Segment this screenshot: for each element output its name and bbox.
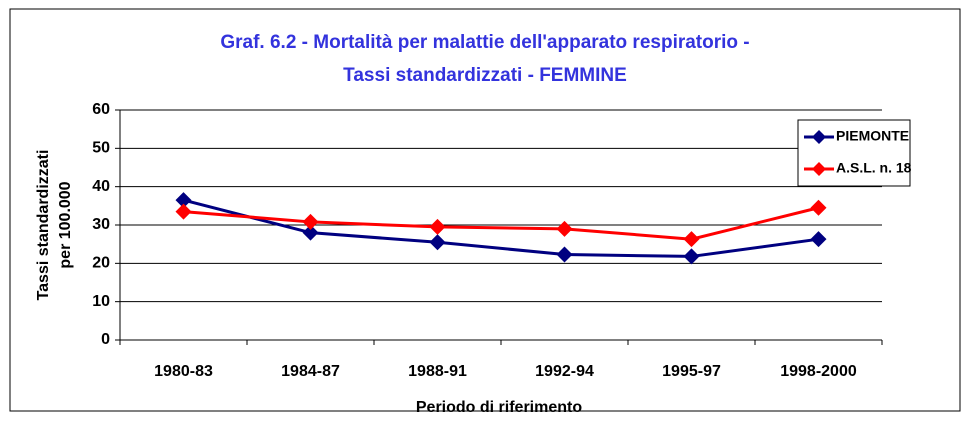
y-tick-label: 40 — [92, 178, 110, 195]
series-line — [183, 206, 819, 241]
point — [810, 199, 827, 216]
chart-title: Graf. 6.2 - Mortalità per malattie dell'… — [220, 32, 749, 53]
x-tick-label: 1980-83 — [154, 363, 213, 380]
point — [429, 218, 446, 235]
series-line — [183, 198, 819, 258]
y-tick-label: 30 — [92, 216, 110, 233]
legend-box — [797, 119, 911, 187]
x-axis-label: Periodo di riferimento — [416, 399, 582, 416]
point — [556, 246, 573, 263]
y-tick-label: 50 — [92, 140, 110, 157]
y-axis-label: Tassi standardizzati — [35, 150, 52, 301]
y-tick-label: 20 — [92, 255, 110, 272]
chart-title: Tassi standardizzati - FEMMINE — [343, 65, 627, 86]
y-tick-label: 60 — [92, 101, 110, 118]
x-tick-label: 1984-87 — [281, 363, 340, 380]
legend-label: A.S.L. n. 18 — [836, 160, 912, 176]
y-axis-label: per 100.000 — [57, 181, 74, 268]
x-tick-label: 1992-94 — [535, 363, 594, 380]
point — [683, 248, 700, 265]
y-tick-label: 0 — [101, 331, 110, 348]
x-tick-label: 1995-97 — [662, 363, 721, 380]
point — [683, 231, 700, 248]
x-tick-label: 1988-91 — [408, 363, 467, 380]
legend-marker — [812, 130, 826, 144]
point — [302, 224, 319, 241]
point — [810, 231, 827, 248]
legend-label: PIEMONTE — [836, 128, 909, 144]
chart-frame — [9, 8, 961, 412]
point — [429, 234, 446, 251]
point — [556, 220, 573, 237]
point — [175, 192, 192, 209]
legend-marker — [812, 162, 826, 176]
x-tick-label: 1998-2000 — [780, 363, 857, 380]
point — [302, 213, 319, 230]
point — [175, 203, 192, 220]
y-tick-label: 10 — [92, 293, 110, 310]
